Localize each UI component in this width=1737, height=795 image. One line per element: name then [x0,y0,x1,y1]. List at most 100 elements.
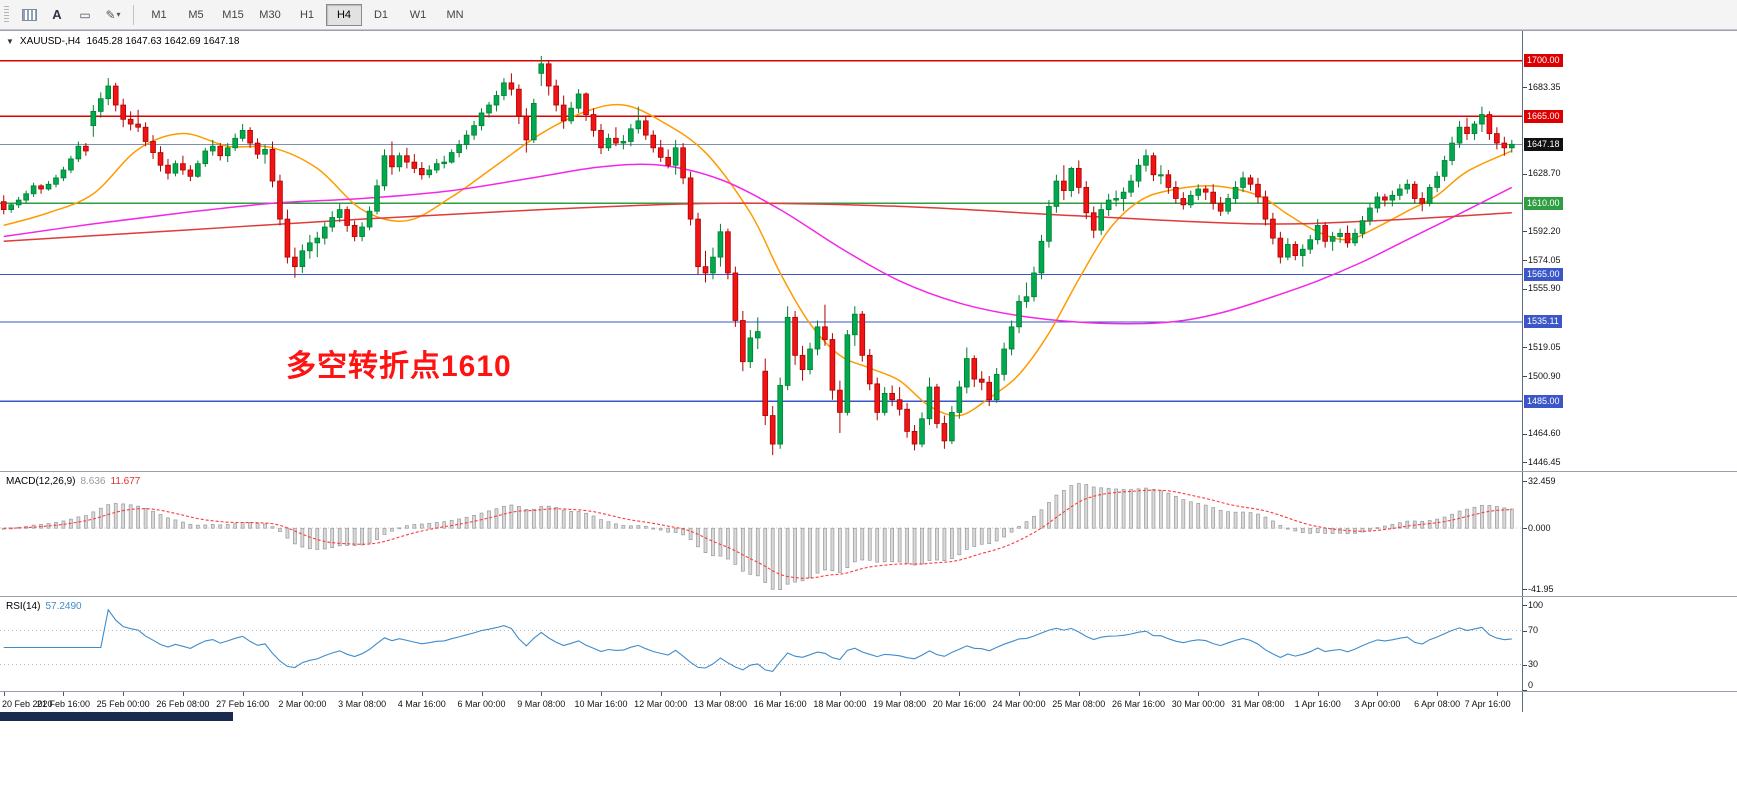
rsi-tick-label: 30 [1528,659,1539,669]
macd-tick [1523,481,1527,483]
rsi-tick-label: 70 [1528,625,1539,635]
rsi-label: RSI(14) 57.2490 [6,601,82,612]
timeframe-button-m30[interactable]: M30 [259,8,281,21]
time-tick [1019,692,1021,696]
macd-canvas[interactable]: MACD(12,26,9) 8.636 11.677 [0,472,1523,596]
time-axis-label: 19 Mar 08:00 [873,699,927,709]
desktop-background [0,712,1737,795]
timeframe-button-m5[interactable]: M5 [188,8,204,21]
time-axis-label: 26 Feb 08:00 [156,699,210,709]
price-level-badge: 1700.00 [1524,54,1563,68]
time-axis-label: 6 Mar 00:00 [457,699,506,709]
time-tick [1317,692,1319,696]
main-chart-panel: ▼ XAUUSD-,H4 1645.28 1647.63 1642.69 164… [0,31,1737,471]
time-tick [242,692,244,696]
price-tick [1523,347,1527,349]
price-tick-label: 1500.90 [1528,370,1561,381]
time-axis-label: 3 Apr 00:00 [1354,699,1401,709]
macd-panel: MACD(12,26,9) 8.636 11.677 32.459 0.000 -4… [0,471,1737,596]
macd-tick [1523,528,1527,530]
text-label-button[interactable]: A [44,3,70,27]
rsi-canvas[interactable]: RSI(14) 57.2490 [0,597,1523,691]
price-tick-label: 1519.05 [1528,341,1561,352]
style-dropdown-button[interactable]: ✎ ▾ [100,3,126,27]
time-tick [63,692,65,696]
macd-label: MACD(12,26,9) 8.636 11.677 [6,476,140,487]
rsi-tick [1523,630,1527,632]
time-axis-label: 20 Feb 2020 [2,699,53,709]
time-axis-label: 30 Mar 00:00 [1171,699,1225,709]
price-tick [1523,376,1527,378]
time-tick [1437,692,1439,696]
time-tick [1377,692,1379,696]
time-tick [1078,692,1080,696]
time-tick [780,692,782,696]
macd-tick [1523,589,1527,591]
timeframe-button-m1[interactable]: M1 [151,8,167,21]
toolbar: A ▭ ✎ ▾ M1 M5 M15 M30 H1 H4 D1 W1 MN [0,0,1737,30]
macd-signal-value: 11.677 [110,476,141,487]
time-axis-label: 18 Mar 00:00 [813,699,867,709]
price-tick-label: 1592.20 [1528,225,1561,236]
price-tick [1523,288,1527,290]
time-axis[interactable]: 20 Feb 2020 21 Feb 16:00 25 Feb 00:00 26 Fe… [0,692,1523,713]
macd-main-value: 8.636 [80,476,106,487]
time-tick [1496,692,1498,696]
time-axis-label: 7 Apr 16:00 [1464,699,1511,709]
time-axis-label: 4 Mar 16:00 [397,699,446,709]
time-tick [182,692,184,696]
price-tick-label: 1464.60 [1528,428,1561,439]
time-axis-label: 3 Mar 08:00 [338,699,387,709]
time-axis-label: 10 Mar 16:00 [574,699,628,709]
price-tick-label: 1446.45 [1528,456,1561,467]
text-box-icon: ▭ [79,7,91,22]
time-tick [421,692,423,696]
text-box-button[interactable]: ▭ [72,3,98,27]
price-level-badge: 1485.00 [1524,394,1563,408]
price-level-badge: 1665.00 [1524,109,1563,123]
timeframe-button-h4[interactable]: H4 [326,3,362,26]
price-chart-canvas[interactable]: ▼ XAUUSD-,H4 1645.28 1647.63 1642.69 164… [0,31,1523,471]
time-axis-label: 31 Mar 08:00 [1231,699,1285,709]
price-tick [1523,462,1527,464]
rsi-axis: 100 70 30 0 [1523,597,1737,691]
toolbar-grip[interactable] [4,5,9,24]
time-axis-label: 13 Mar 08:00 [693,699,747,709]
macd-name: MACD(12,26,9) [6,476,76,487]
macd-axis: 32.459 0.000 -41.95 [1523,472,1737,596]
time-tick [3,692,5,696]
price-level-badge: 1610.00 [1524,196,1563,210]
timeframe-button-h1[interactable]: H1 [299,8,315,21]
time-tick [600,692,602,696]
time-tick [1257,692,1259,696]
annotation-text: 多空转折点1610 [286,350,512,383]
rsi-tick [1523,605,1527,606]
timeframe-button-mn[interactable]: MN [446,8,464,21]
timeframe-button-m15[interactable]: M15 [222,8,244,21]
price-tick-label: 1628.70 [1528,168,1561,179]
time-axis-label: 25 Mar 08:00 [1052,699,1106,709]
time-axis-label: 21 Feb 16:00 [36,699,90,709]
timeframe-button-w1[interactable]: W1 [409,8,427,21]
chart-title: ▼ XAUUSD-,H4 1645.28 1647.63 1642.69 164… [6,36,239,47]
time-tick [839,692,841,696]
price-axis: 1683.35 1628.70 1592.20 1574.05 1555.90 1519.… [1523,31,1737,471]
grid-toggle-button[interactable] [16,3,42,27]
toolbar-separator [133,4,134,25]
timeframe-button-d1[interactable]: D1 [373,8,389,21]
letter-a-icon: A [52,7,62,22]
macd-tick-label: -41.95 [1528,583,1554,594]
time-tick [1138,692,1140,696]
macd-tick-label: 0.000 [1528,522,1551,533]
time-axis-label: 12 Mar 00:00 [634,699,688,709]
ohlc-values: 1645.28 1647.63 1642.69 1647.18 [86,36,240,47]
chart-window: ▼ XAUUSD-,H4 1645.28 1647.63 1642.69 164… [0,30,1737,713]
taskbar-edge[interactable] [0,712,233,721]
chevron-down-icon: ▾ [116,10,121,19]
macd-tick-label: 32.459 [1528,475,1556,486]
one-click-trading-icon[interactable]: ▼ [6,37,14,46]
time-axis-label: 25 Feb 00:00 [96,699,150,709]
rsi-tick-label: 0 [1528,680,1534,690]
rsi-name: RSI(14) [6,601,41,612]
